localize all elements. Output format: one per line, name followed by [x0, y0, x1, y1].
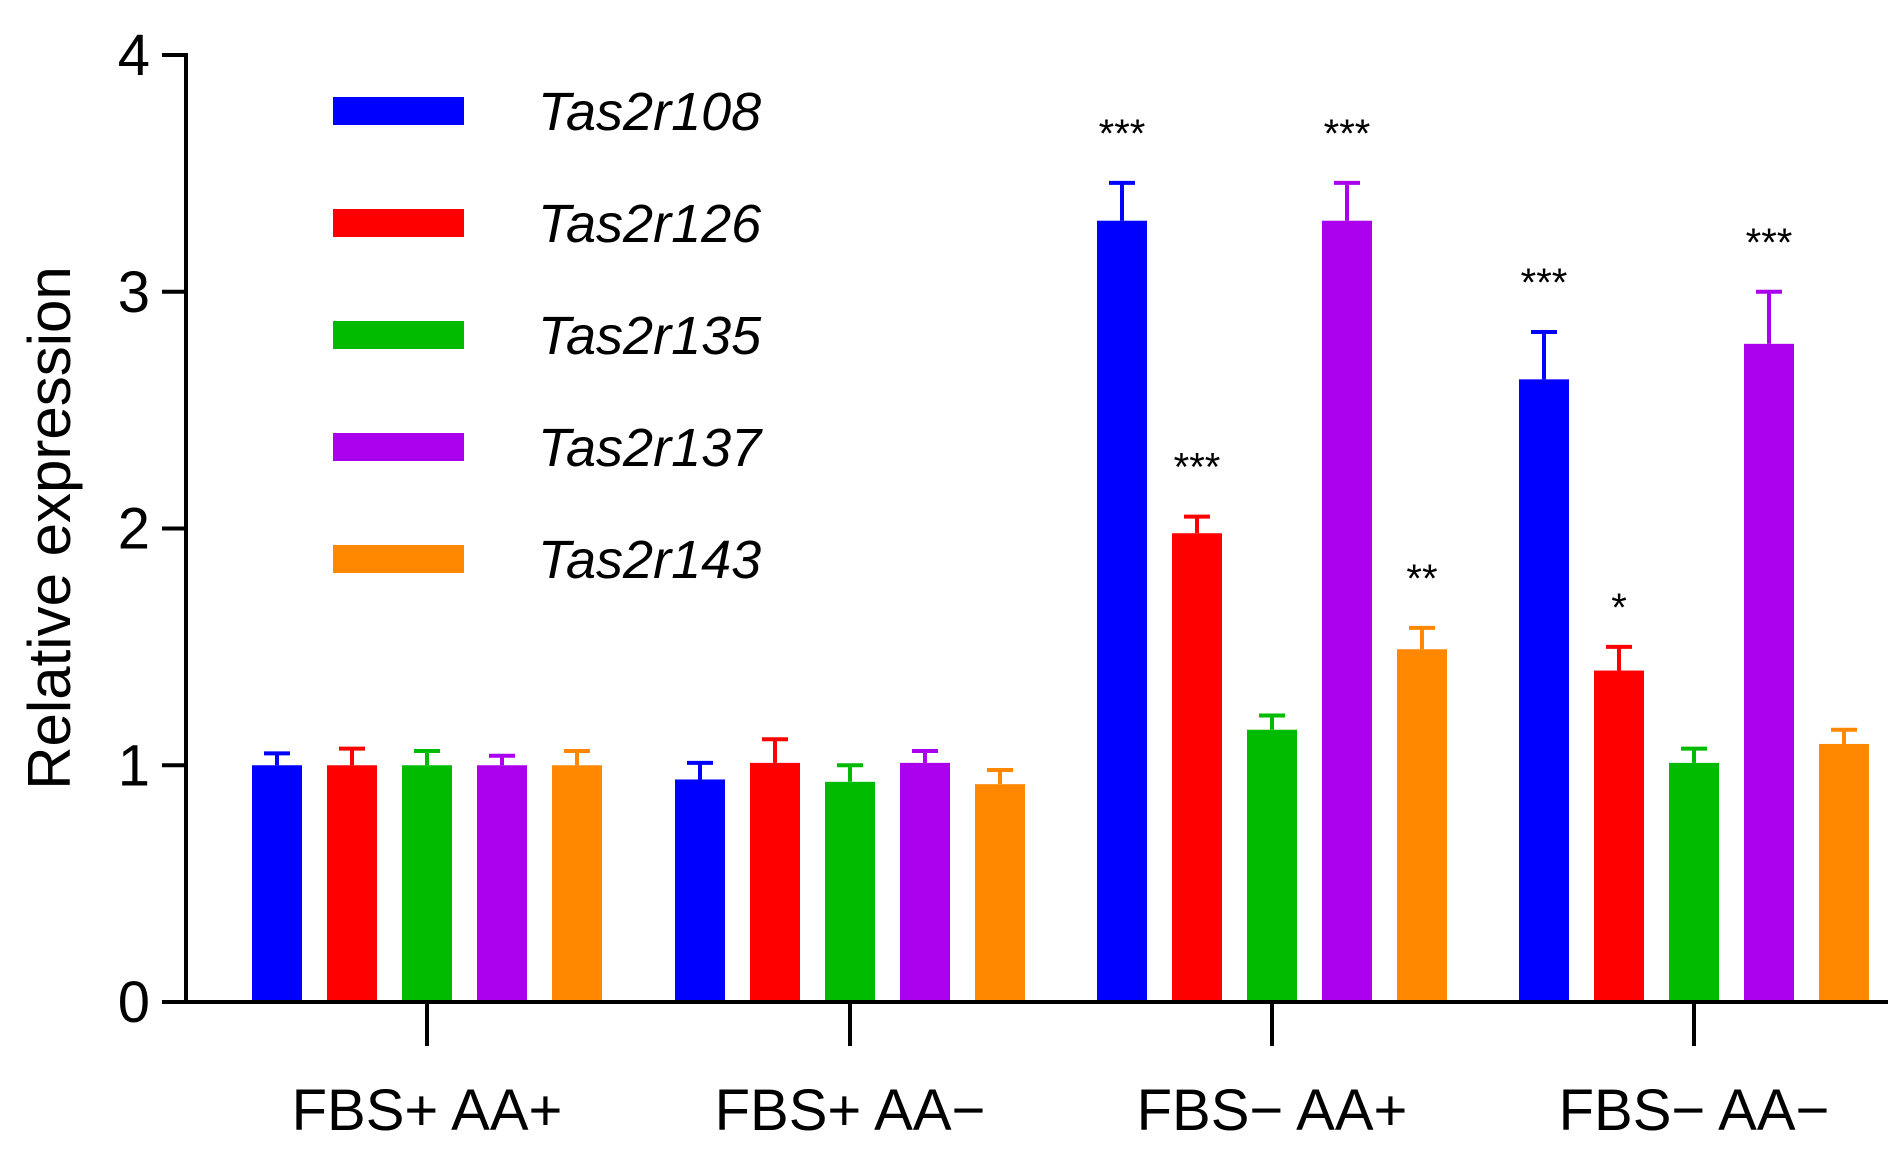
y-tick-label: 1	[118, 733, 150, 798]
significance-marker: ***	[1174, 446, 1221, 490]
legend-label-tas2r137: Tas2r137	[538, 418, 763, 478]
x-category-label: FBS+ AA−	[715, 1078, 986, 1143]
bar-tas2r137-1	[900, 762, 950, 1002]
bar-tas2r108-2	[1097, 220, 1147, 1003]
bar-tas2r126-0	[327, 765, 377, 1002]
bar-tas2r143-2	[1397, 649, 1447, 1002]
bar-tas2r137-3	[1744, 343, 1794, 1003]
legend-label-tas2r126: Tas2r126	[538, 194, 762, 254]
bar-tas2r135-1	[825, 781, 875, 1002]
significance-marker: **	[1406, 557, 1437, 601]
bar-tas2r135-2	[1247, 729, 1297, 1002]
y-tick-label: 3	[118, 260, 150, 325]
bar-tas2r143-0	[552, 765, 602, 1002]
bar-tas2r108-0	[252, 765, 302, 1002]
y-tick-label: 4	[118, 23, 150, 88]
significance-marker: ***	[1324, 112, 1371, 156]
x-category-label: FBS− AA−	[1559, 1078, 1830, 1143]
bar-tas2r137-0	[477, 765, 527, 1002]
significance-marker: ***	[1521, 261, 1568, 305]
bar-tas2r108-3	[1519, 379, 1569, 1002]
legend-label-tas2r135: Tas2r135	[538, 306, 762, 366]
legend-swatch-tas2r137	[333, 433, 464, 461]
x-category-label: FBS+ AA+	[292, 1078, 563, 1143]
y-tick-label: 0	[118, 970, 150, 1035]
bar-tas2r108-1	[675, 779, 725, 1002]
significance-marker: *	[1611, 586, 1627, 630]
bar-tas2r137-2	[1322, 220, 1372, 1003]
significance-marker: ***	[1099, 112, 1146, 156]
legend-swatch-tas2r108	[333, 97, 464, 125]
legend-swatch-tas2r135	[333, 321, 464, 349]
bar-tas2r135-3	[1669, 762, 1719, 1002]
y-axis-title: Relative expression	[16, 266, 83, 790]
legend-label-tas2r108: Tas2r108	[538, 82, 761, 142]
bar-tas2r126-2	[1172, 533, 1222, 1002]
bar-tas2r135-0	[402, 765, 452, 1002]
x-category-label: FBS− AA+	[1137, 1078, 1408, 1143]
legend-swatch-tas2r143	[333, 545, 464, 573]
significance-marker: ***	[1746, 221, 1793, 265]
bar-tas2r126-1	[750, 762, 800, 1002]
legend-label-tas2r143: Tas2r143	[538, 530, 761, 590]
bar-tas2r143-3	[1819, 743, 1869, 1002]
y-tick-label: 2	[118, 497, 150, 562]
legend-swatch-tas2r126	[333, 209, 464, 237]
bar-tas2r143-1	[975, 784, 1025, 1002]
bar-tas2r126-3	[1594, 670, 1644, 1002]
legend: Tas2r108 Tas2r126 Tas2r135 Tas2r137 Tas2r143	[333, 82, 763, 590]
